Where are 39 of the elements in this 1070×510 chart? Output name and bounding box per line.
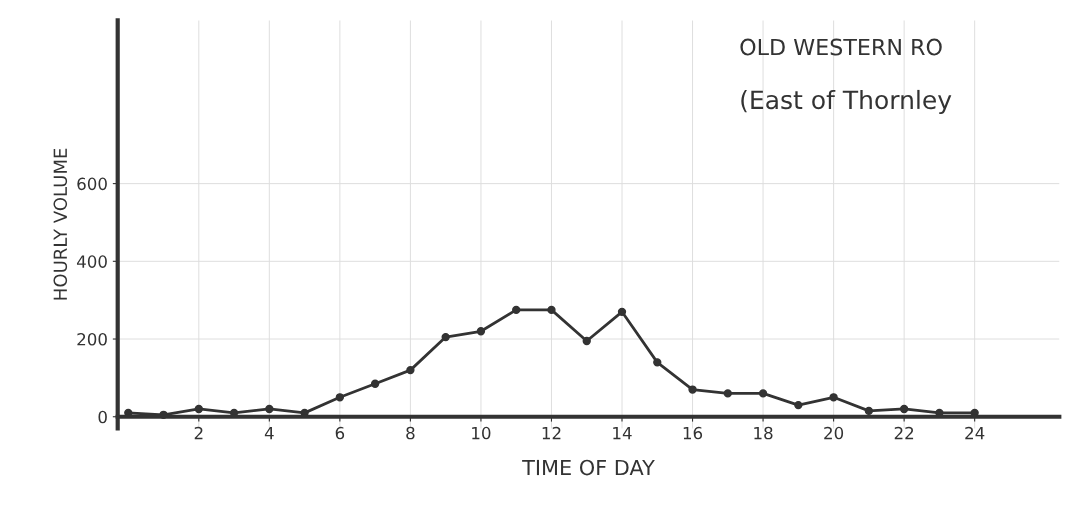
x-tick-label: 10 bbox=[472, 426, 491, 440]
point bbox=[265, 404, 274, 414]
y-axis-title: HOURLY VOLUME bbox=[53, 148, 68, 300]
x-tick-label: 22 bbox=[894, 426, 914, 440]
point bbox=[829, 393, 838, 402]
x-tick-label: 20 bbox=[824, 426, 844, 440]
point bbox=[864, 406, 874, 416]
point bbox=[547, 305, 556, 315]
point bbox=[194, 404, 203, 414]
y-tick-label: 400 bbox=[76, 255, 107, 268]
point bbox=[653, 358, 662, 367]
point bbox=[899, 404, 909, 414]
point bbox=[441, 332, 450, 342]
point bbox=[794, 400, 803, 410]
y-tick-label: 0 bbox=[98, 410, 107, 424]
text: OLD WESTERN RO bbox=[740, 38, 942, 56]
point bbox=[758, 389, 768, 398]
x-tick-label: 12 bbox=[542, 426, 561, 440]
y-tick-label: 200 bbox=[77, 332, 107, 346]
point bbox=[335, 393, 345, 402]
point bbox=[723, 389, 732, 398]
y-tick-label: 600 bbox=[77, 177, 107, 191]
x-tick-label: 8 bbox=[406, 426, 415, 440]
point bbox=[406, 365, 415, 375]
x-tick-label: 24 bbox=[965, 426, 985, 440]
x-tick-label: 16 bbox=[683, 426, 703, 440]
point bbox=[370, 379, 380, 388]
x-tick-label: 18 bbox=[754, 426, 773, 440]
point bbox=[512, 305, 521, 315]
x-tick-label: 4 bbox=[264, 426, 274, 440]
point bbox=[582, 336, 591, 346]
point bbox=[688, 385, 697, 394]
x-axis-title: TIME OF DAY bbox=[522, 459, 655, 476]
point bbox=[476, 327, 486, 336]
x-tick-label: 6 bbox=[335, 426, 345, 440]
point bbox=[617, 307, 627, 316]
x-tick-label: 14 bbox=[613, 426, 632, 440]
text: (East of Thornley bbox=[741, 89, 952, 115]
x-tick-label: 2 bbox=[194, 426, 203, 440]
